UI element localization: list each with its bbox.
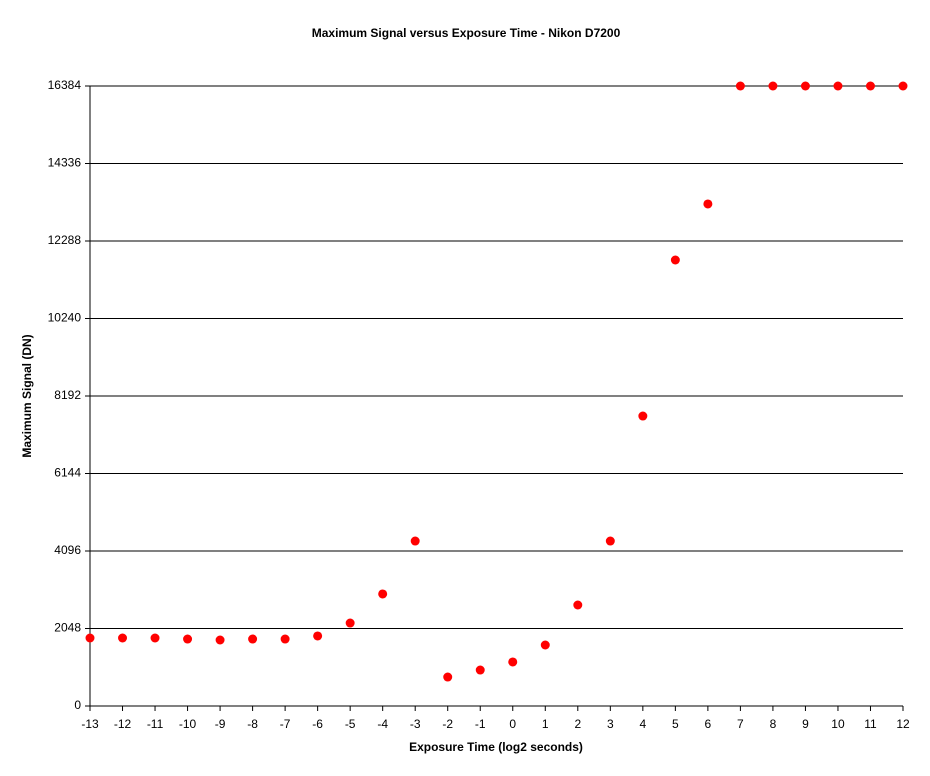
- y-tick-label: 12288: [48, 233, 82, 247]
- point: [150, 633, 160, 643]
- x-tick-label: -9: [215, 717, 226, 731]
- x-tick-label: 7: [737, 717, 744, 731]
- x-tick-label: -6: [312, 717, 323, 731]
- point: [118, 633, 128, 643]
- x-tick-label: 12: [896, 717, 910, 731]
- point: [865, 81, 875, 91]
- point: [573, 600, 583, 610]
- x-tick-label: 3: [607, 717, 614, 731]
- point: [735, 81, 745, 91]
- x-tick-label: -10: [179, 717, 197, 731]
- point: [248, 634, 258, 644]
- x-tick-label: 8: [770, 717, 777, 731]
- point: [85, 633, 95, 643]
- point: [313, 631, 323, 641]
- x-tick-label: 5: [672, 717, 679, 731]
- point: [768, 81, 778, 91]
- point: [605, 536, 615, 546]
- point: [800, 81, 810, 91]
- x-tick-label: 0: [509, 717, 516, 731]
- point: [280, 634, 290, 644]
- y-axis-title: Maximum Signal (DN): [20, 334, 34, 457]
- x-tick-label: 4: [639, 717, 646, 731]
- y-tick-label: 10240: [48, 311, 82, 325]
- point: [215, 635, 225, 645]
- point: [378, 589, 388, 599]
- point: [670, 255, 680, 265]
- x-tick-label: -8: [247, 717, 258, 731]
- y-tick-label: 16384: [48, 78, 82, 92]
- chart-title: Maximum Signal versus Exposure Time - Ni…: [312, 26, 621, 40]
- point: [410, 536, 420, 546]
- point: [443, 672, 453, 682]
- x-tick-label: 2: [574, 717, 581, 731]
- point: [508, 657, 518, 667]
- y-tick-label: 0: [74, 698, 81, 712]
- x-tick-label: 6: [705, 717, 712, 731]
- x-axis-title: Exposure Time (log2 seconds): [409, 740, 583, 754]
- x-tick-label: -3: [410, 717, 421, 731]
- x-tick-label: -13: [81, 717, 99, 731]
- y-tick-label: 8192: [54, 388, 81, 402]
- y-tick-label: 4096: [54, 543, 81, 557]
- x-tick-label: -2: [442, 717, 453, 731]
- point: [183, 634, 193, 644]
- y-tick-label: 2048: [54, 621, 81, 635]
- x-tick-label: -11: [147, 717, 164, 731]
- y-tick-label: 6144: [54, 466, 81, 480]
- point: [540, 640, 550, 650]
- x-tick-label: -7: [280, 717, 291, 731]
- x-tick-label: 9: [802, 717, 809, 731]
- x-tick-label: 10: [831, 717, 845, 731]
- point: [475, 665, 485, 675]
- x-tick-label: -1: [475, 717, 486, 731]
- x-tick-label: -12: [114, 717, 132, 731]
- x-tick-label: 1: [542, 717, 549, 731]
- point: [345, 618, 355, 628]
- point: [703, 199, 713, 209]
- point: [638, 411, 648, 421]
- point: [898, 81, 908, 91]
- y-tick-label: 14336: [48, 156, 82, 170]
- x-tick-label: -4: [377, 717, 388, 731]
- point: [833, 81, 843, 91]
- x-tick-label: 11: [864, 717, 877, 731]
- x-tick-label: -5: [345, 717, 356, 731]
